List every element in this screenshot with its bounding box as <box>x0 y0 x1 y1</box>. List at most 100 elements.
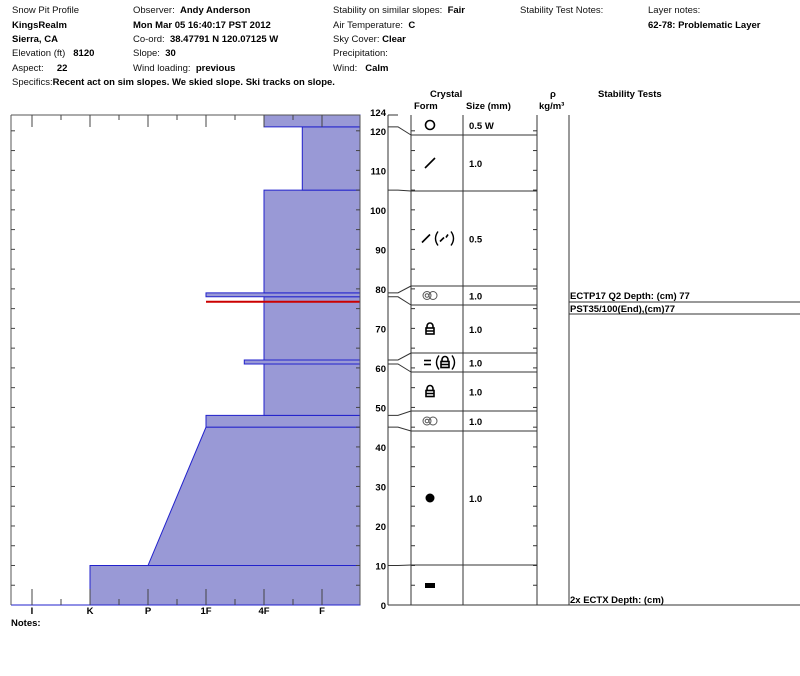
observer-value: Andy Anderson <box>180 5 251 16</box>
crystal-form-pp-and-df-icon <box>421 231 455 246</box>
hardness-layer-6 <box>205 292 361 298</box>
depth-label: 10 <box>375 561 386 572</box>
coord-field: Co-ord: 38.47791 N 120.07125 W <box>133 34 278 45</box>
hardness-layer-8 <box>301 126 361 191</box>
depth-label: 50 <box>375 403 386 414</box>
stability-test: 2x ECTX Depth: (cm) <box>570 595 664 606</box>
region: Sierra, CA <box>12 34 58 45</box>
crystal-size: 1.0 <box>469 292 482 303</box>
df-mark <box>445 234 449 238</box>
hardness-layer-3 <box>263 363 361 416</box>
crystal-size: 0.5 W <box>469 121 494 132</box>
hardness-tick-label: 1F <box>200 606 211 617</box>
observer-field: Observer: Andy Anderson <box>133 5 250 16</box>
crystal-size: 0.5 <box>469 235 483 246</box>
specifics-value: Recent act on sim slopes. We skied slope… <box>52 77 335 88</box>
depth-label: 20 <box>375 522 386 533</box>
dot <box>425 493 435 503</box>
crystal-size: 1.0 <box>469 325 482 336</box>
depth-label: 40 <box>375 443 386 454</box>
air-temp-label: Air Temperature: <box>333 20 404 31</box>
hardness-layer-0 <box>89 564 361 606</box>
hardness-layer-4 <box>243 359 361 365</box>
sky-field: Sky Cover: Clear <box>333 34 406 45</box>
hardness-layer-1 <box>147 426 361 566</box>
mf <box>428 416 438 426</box>
df-mark <box>439 236 445 243</box>
precip-field: Precipitation: <box>333 48 391 59</box>
wind-loading-field: Wind loading: previous <box>133 63 235 74</box>
lock-top <box>426 322 434 332</box>
slash <box>421 233 431 244</box>
slash <box>424 157 436 169</box>
specifics-label: Specifics: <box>12 77 53 88</box>
crystal-form-surface-hoar-faceted-icon <box>424 355 456 370</box>
hardness-layer-7 <box>263 189 361 294</box>
stability-test: PST35/100(End),(cm)77 <box>570 304 675 315</box>
aspect-value: 22 <box>56 63 68 74</box>
specifics-field: Specifics:Recent act on sim slopes. We s… <box>12 77 335 88</box>
stability-test: ECTP17 Q2 Depth: (cm) 77 <box>570 291 690 302</box>
size-header: Size (mm) <box>466 101 511 112</box>
datetime: Mon Mar 05 16:40:17 PST 2012 <box>133 20 271 31</box>
wind-label: Wind: <box>333 63 358 74</box>
hardness-layer-5 <box>263 296 361 361</box>
layer-connector <box>388 126 412 136</box>
air-temp-value: C <box>408 20 416 31</box>
stability-test-notes-label: Stability Test Notes: <box>520 5 604 16</box>
rho-header: ρ <box>550 89 556 100</box>
elevation-field: Elevation (ft) 8120 <box>12 48 94 59</box>
layer-connector <box>388 189 412 192</box>
crystal-form-faceted-icon <box>425 384 435 398</box>
mf <box>424 293 430 298</box>
depth-label: 0 <box>381 601 386 612</box>
crystal-size: 1.0 <box>469 159 482 170</box>
wind-value: Calm <box>365 63 389 74</box>
crystal-form-graupel-icon <box>425 493 435 503</box>
crystal-form-precip-particles-icon <box>424 157 436 169</box>
air-temp-field: Air Temperature: C <box>333 20 415 31</box>
depth-label: 70 <box>375 324 386 335</box>
crystal-form-faceted-icon <box>425 322 435 335</box>
bar <box>425 583 435 588</box>
layer-notes-value: 62-78: Problematic Layer <box>648 20 761 31</box>
crystal-size: 1.0 <box>469 494 482 505</box>
mf <box>422 416 432 426</box>
layer-connector <box>388 363 412 373</box>
stability-field: Stability on similar slopes: Fair <box>333 5 465 16</box>
lock-top <box>426 384 434 395</box>
layer-connector <box>388 410 412 416</box>
depth-label: 30 <box>375 482 386 493</box>
slope-label: Slope: <box>133 48 160 59</box>
depth-label: 60 <box>375 364 386 375</box>
crystal-size: 1.0 <box>469 417 482 428</box>
depth-label: 100 <box>370 206 386 217</box>
crystal-form-rounded-icon <box>424 119 436 131</box>
slope-value: 30 <box>165 48 176 59</box>
sky-label: Sky Cover: <box>333 34 380 45</box>
layer-connector <box>388 296 412 306</box>
crystal-form-melt-freeze-icon <box>422 291 438 300</box>
location: KingsRealm <box>12 20 67 31</box>
stability-label: Stability on similar slopes: <box>333 5 443 16</box>
depth-label: 124 <box>370 108 387 119</box>
depth-label: 80 <box>375 285 386 296</box>
right-paren <box>451 355 456 370</box>
precip-label: Precipitation: <box>333 48 388 59</box>
layer-connector <box>388 285 412 294</box>
hardness-tick-label: F <box>319 606 325 617</box>
elevation-label: Elevation (ft) <box>12 48 66 59</box>
notes-label: Notes: <box>11 618 41 629</box>
layer-notes-label: Layer notes: <box>648 5 701 16</box>
hardness-tick-label: K <box>87 606 94 617</box>
lock-top <box>441 355 449 366</box>
profile-title: Snow Pit Profile <box>12 5 79 16</box>
crystal-size: 1.0 <box>469 388 482 399</box>
title-text: Snow Pit Profile <box>12 5 80 16</box>
form-header: Form <box>414 101 438 112</box>
density-unit-header: kg/m³ <box>539 101 565 112</box>
wind-loading-value: previous <box>195 63 236 74</box>
right-paren <box>450 231 455 246</box>
layer-connector <box>388 426 412 432</box>
